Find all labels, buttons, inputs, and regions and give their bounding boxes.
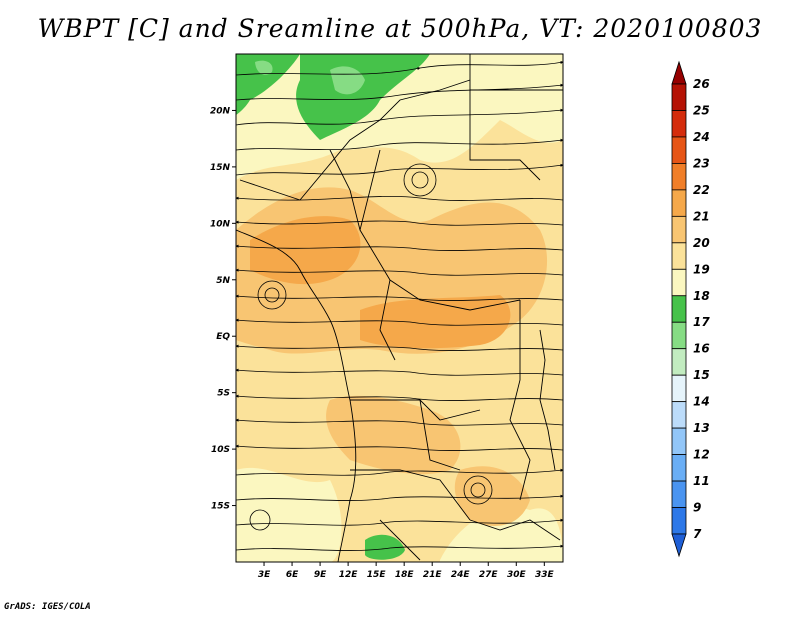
grads-credit: GrADS: IGES/COLA [4, 602, 91, 612]
colorbar-swatch [671, 110, 687, 138]
colorbar: 7 9 11 12 13 14 15 16 17 18 19 20 21 22 23 24 25 26 [671, 60, 710, 558]
colorbar-label: 22 [693, 183, 710, 197]
colorbar-label: 15 [693, 368, 710, 382]
lon-tick-label: 27E [479, 570, 499, 580]
colorbar-label: 17 [693, 315, 710, 329]
map-frame [235, 53, 564, 563]
colorbar-label: 13 [693, 421, 710, 435]
lon-tick-label: 21E [423, 570, 443, 580]
country-borders [236, 54, 563, 562]
colorbar-swatch [671, 454, 687, 482]
lon-tick-label: 15E [367, 570, 387, 580]
colorbar-swatch [671, 427, 687, 455]
lat-tick-label: EQ [216, 332, 230, 342]
colorbar-label: 21 [693, 209, 710, 223]
lon-tick-label: 3E [258, 570, 271, 580]
lat-tick-label: 15S [211, 502, 230, 512]
colorbar-label: 16 [693, 342, 710, 356]
lon-tick-label: 33E [535, 570, 555, 580]
colorbar-swatch [671, 507, 687, 535]
colorbar-swatch [671, 83, 687, 111]
colorbar-swatch [671, 268, 687, 297]
colorbar-label: 11 [693, 474, 710, 488]
colorbar-swatch [671, 480, 687, 508]
lat-tick-label: 20N [210, 106, 231, 116]
colorbar-swatch [671, 242, 687, 270]
lat-tick-label: 10N [210, 219, 231, 229]
colorbar-bottom-arrow [671, 533, 687, 558]
colorbar-label: 12 [693, 448, 710, 462]
colorbar-top-arrow [671, 60, 687, 85]
lon-tick-label: 12E [339, 570, 359, 580]
lat-tick-label: 10S [211, 445, 230, 455]
latitude-axis: 20N 15N 10N 5N EQ 5S 10S 15S [210, 106, 236, 512]
colorbar-swatch [671, 136, 687, 164]
lat-tick-label: 5N [216, 276, 230, 286]
lon-tick-label: 6E [286, 570, 299, 580]
colorbar-swatch [671, 163, 687, 191]
lat-tick-label: 15N [210, 163, 231, 173]
colorbar-swatch [671, 374, 687, 403]
colorbar-swatch [671, 215, 687, 244]
colorbar-swatch [671, 321, 687, 350]
colorbar-label: 7 [693, 527, 702, 541]
colorbar-label: 9 [693, 501, 701, 515]
lon-tick-label: 30E [507, 570, 527, 580]
map-title: WBPT [C] and Sreamline at 500hPa, VT: 20… [37, 14, 763, 43]
colorbar-label: 24 [693, 130, 710, 144]
lon-tick-label: 24E [451, 570, 471, 580]
wbpt-shading [236, 54, 563, 562]
colorbar-label: 23 [693, 156, 710, 170]
colorbar-label: 14 [693, 395, 710, 409]
longitude-axis: 3E 6E 9E 12E 15E 18E 21E 24E 27E 30E 33E [258, 562, 555, 580]
colorbar-swatch [671, 401, 687, 429]
lat-tick-label: 5S [217, 389, 230, 399]
colorbar-label: 18 [693, 289, 710, 303]
colorbar-label: 25 [693, 103, 710, 117]
lon-tick-label: 18E [395, 570, 415, 580]
colorbar-swatch [671, 189, 687, 217]
lon-tick-label: 9E [314, 570, 327, 580]
colorbar-swatch [671, 348, 687, 376]
colorbar-label: 19 [693, 262, 710, 276]
colorbar-label: 20 [693, 236, 710, 250]
streamlines [236, 60, 563, 551]
colorbar-swatch [671, 295, 687, 323]
colorbar-label: 26 [693, 77, 710, 91]
